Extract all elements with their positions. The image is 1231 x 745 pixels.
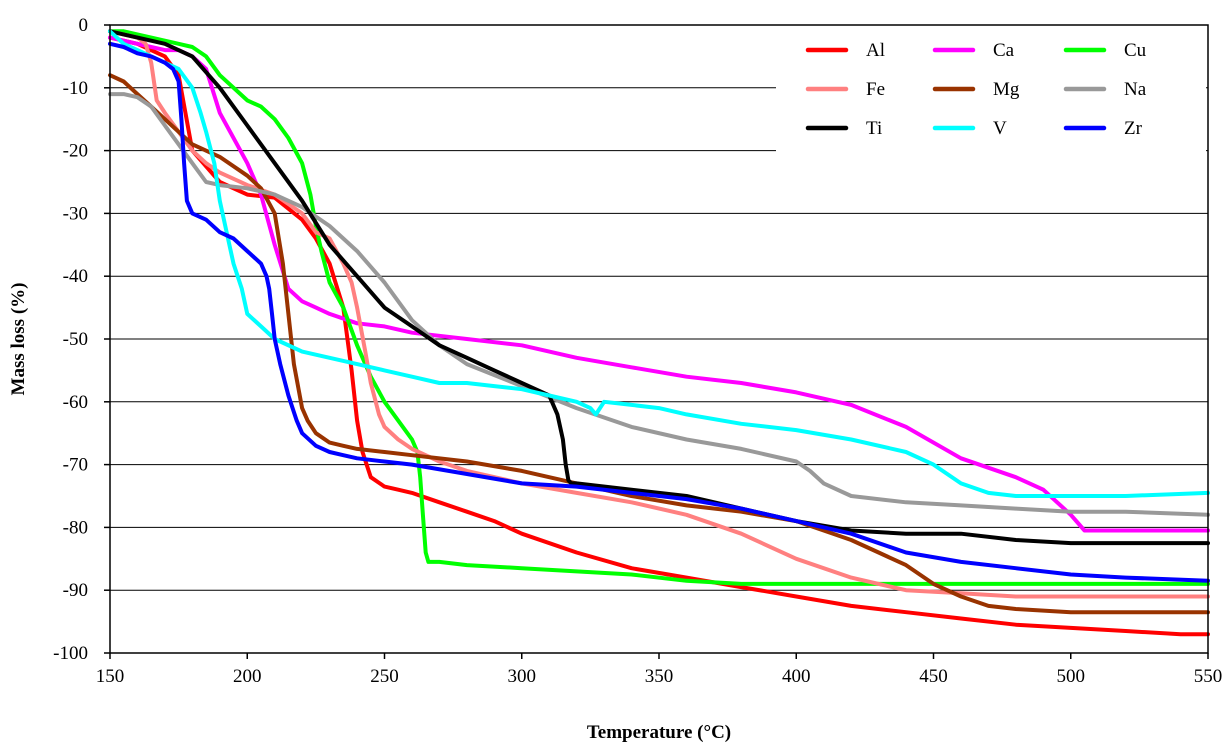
x-tick-label: 550 [1194,666,1223,687]
x-axis-label: Temperature (°C) [587,722,731,743]
y-tick-label: 0 [79,15,89,36]
legend-label-cu: Cu [1124,40,1147,61]
series-line-zr [108,41,1210,583]
x-tick-label: 250 [370,666,399,687]
x-tick-label: 450 [919,666,948,687]
y-tick-label: -10 [63,78,88,99]
x-tick-labels: 150 200 250 300 350 400 450 500 550 [96,653,1223,687]
legend-label-v: V [993,118,1007,139]
legend-label-fe: Fe [866,79,885,100]
series-line-cu [108,29,1210,586]
series-line-al [108,35,1210,637]
series-line-ca [108,35,1210,533]
x-tick-label: 150 [96,666,125,687]
series-line-v [108,29,1210,498]
series-line-na [108,92,1210,517]
y-tick-label: -30 [63,203,88,224]
x-tick-label: 300 [508,666,537,687]
y-tick-label: -20 [63,141,88,162]
y-tick-label: -100 [53,643,88,664]
x-tick-label: 400 [782,666,811,687]
series-line-mg [108,73,1210,615]
legend-label-ca: Ca [993,40,1015,61]
y-tick-label: -80 [63,517,88,538]
x-tick-label: 500 [1057,666,1086,687]
y-tick-label: -50 [63,329,88,350]
x-tick-label: 200 [233,666,262,687]
y-tick-label: -70 [63,455,88,476]
legend-label-ti: Ti [866,118,882,139]
y-tick-label: -40 [63,266,88,287]
legend-label-al: Al [866,40,885,61]
y-tick-label: -60 [63,392,88,413]
y-axis-label: Mass loss (%) [8,283,29,396]
legend-label-na: Na [1124,79,1147,100]
legend: Al Ca Cu Fe Mg Na Ti V Zr [776,28,1206,152]
legend-label-zr: Zr [1124,118,1143,139]
series-lines [108,29,1210,637]
legend-label-mg: Mg [993,79,1020,100]
x-tick-label: 350 [645,666,674,687]
y-tick-label: -90 [63,580,88,601]
y-tick-labels: 0 -10 -20 -30 -40 -50 -60 -70 -80 -90 -100 [53,15,110,664]
